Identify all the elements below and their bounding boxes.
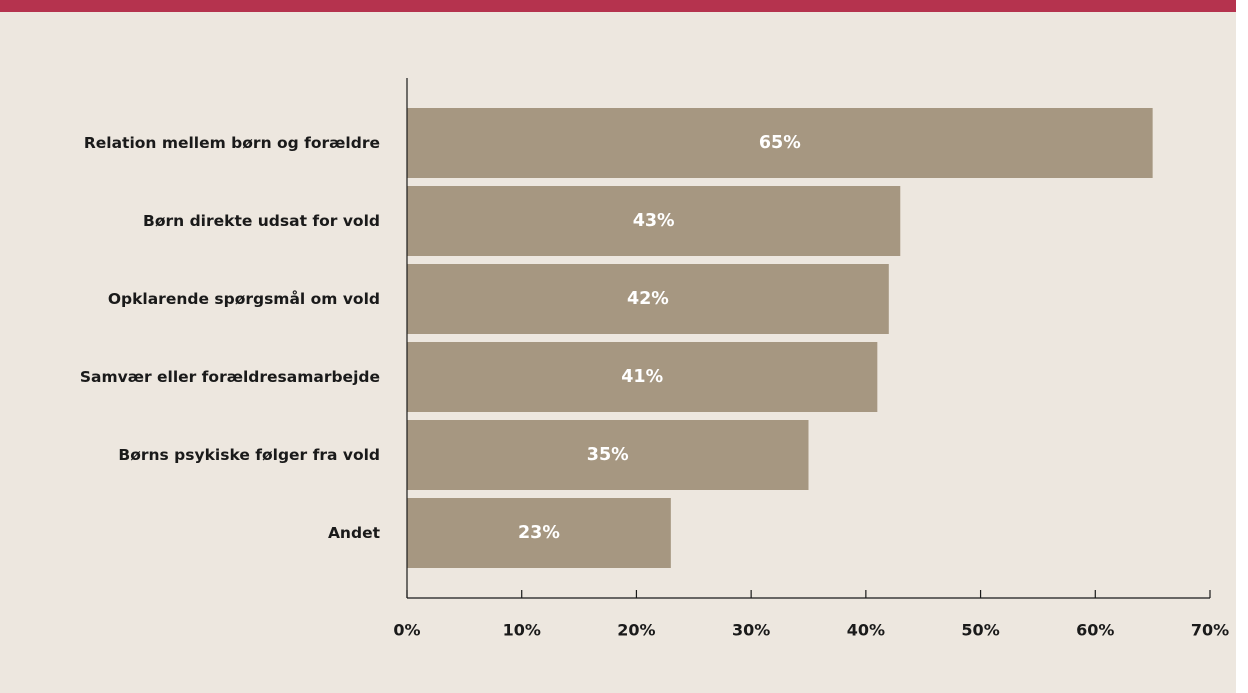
- bar: [407, 108, 1153, 178]
- top-accent-bar: [0, 0, 1236, 12]
- category-label: Andet: [328, 524, 381, 542]
- data-label: 35%: [587, 445, 629, 465]
- x-tick-label: 10%: [503, 621, 541, 640]
- category-label: Børn direkte udsat for vold: [143, 212, 380, 230]
- category-label: Opklarende spørgsmål om vold: [108, 289, 380, 308]
- x-tick-label: 70%: [1191, 621, 1229, 640]
- data-label: 42%: [627, 289, 669, 309]
- x-tick-label: 40%: [847, 621, 885, 640]
- category-label: Relation mellem børn og forældre: [84, 134, 380, 152]
- category-label: Børns psykiske følger fra vold: [118, 446, 380, 464]
- category-label: Samvær eller forældresamarbejde: [80, 368, 380, 386]
- bar: [407, 420, 809, 490]
- data-label: 65%: [759, 133, 801, 153]
- x-tick-label: 0%: [393, 621, 420, 640]
- x-tick-label: 60%: [1076, 621, 1114, 640]
- bar: [407, 264, 889, 334]
- x-tick-label: 30%: [732, 621, 770, 640]
- x-tick-label: 50%: [961, 621, 999, 640]
- bar: [407, 186, 901, 256]
- bar: [407, 498, 671, 568]
- bar: [407, 342, 878, 412]
- data-label: 41%: [621, 367, 663, 387]
- data-label: 43%: [633, 211, 675, 231]
- x-tick-label: 20%: [617, 621, 655, 640]
- data-label: 23%: [518, 523, 560, 543]
